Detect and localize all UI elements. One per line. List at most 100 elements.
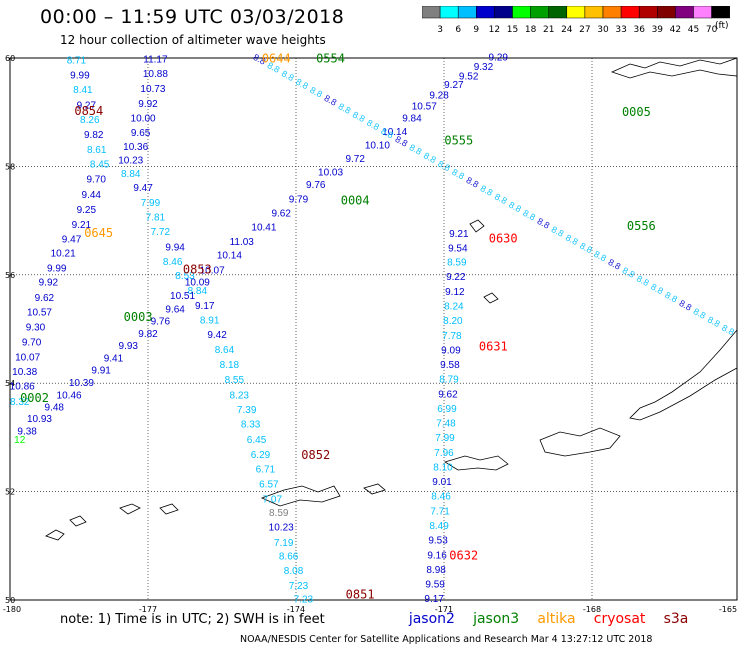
s3a-value: 8.61 bbox=[87, 145, 107, 156]
colorbar-tick: 42 bbox=[670, 25, 681, 35]
s3a-value: 9.99 bbox=[70, 71, 90, 82]
s3a-value: 8.53 bbox=[175, 271, 195, 282]
pass-time-label: 0851 bbox=[346, 587, 375, 601]
pass-time-label: 0002 bbox=[20, 391, 49, 405]
track-mark: 8.8 bbox=[564, 232, 580, 247]
s3a-value: 7.23 bbox=[294, 595, 314, 606]
jason3-value: 9.38 bbox=[17, 427, 37, 438]
s3a-value: 10.00 bbox=[131, 113, 156, 124]
jason3-value: 9.76 bbox=[306, 180, 326, 191]
cryosat-value: 7.96 bbox=[434, 448, 454, 459]
legend-row: note: 1) Time is in UTC; 2) SWH is in fe… bbox=[60, 611, 702, 627]
s3a-value: 8.84 bbox=[121, 169, 141, 180]
alaska-peninsula bbox=[629, 328, 738, 421]
jason3-value: 9.62 bbox=[271, 208, 291, 219]
s3a-value: 10.73 bbox=[140, 84, 165, 95]
s3a-value: 6.71 bbox=[256, 465, 276, 476]
s3a-value: 10.21 bbox=[51, 248, 76, 259]
colorbar-tick: 45 bbox=[688, 25, 699, 35]
cryosat-value: 9.16 bbox=[427, 550, 447, 561]
s3a-value: 8.55 bbox=[225, 375, 245, 386]
s3a-value: 7.19 bbox=[274, 538, 294, 549]
s3a-value: 10.07 bbox=[15, 352, 40, 363]
cryosat-value: 8.20 bbox=[443, 316, 463, 327]
colorbar-tick: 12 bbox=[489, 25, 500, 35]
cryosat-value: 8.49 bbox=[429, 521, 449, 532]
track-mark: 8.8 bbox=[521, 208, 537, 223]
x-tick-label: -177 bbox=[139, 605, 157, 614]
track-mark: 8.8 bbox=[294, 77, 310, 92]
jason3-value: 9.32 bbox=[474, 62, 494, 73]
track-mark: 8.8 bbox=[536, 216, 552, 231]
credit-line: NOAA/NESDIS Center for Satellite Applica… bbox=[240, 634, 653, 645]
s3a-value: 9.82 bbox=[84, 130, 104, 141]
sat-jason2: jason2 bbox=[408, 611, 455, 627]
pass-time-label: 0003 bbox=[124, 310, 153, 324]
track-mark: 8.8 bbox=[678, 298, 694, 313]
alaska-coast bbox=[610, 57, 738, 79]
y-tick-label: 56 bbox=[5, 271, 15, 280]
y-tick-label: 60 bbox=[5, 54, 15, 63]
colorbar-tick: 9 bbox=[473, 25, 479, 35]
s3a-value: 9.92 bbox=[39, 278, 59, 289]
jason3-value: 11.03 bbox=[230, 237, 255, 248]
s3a-value: 6.29 bbox=[251, 450, 271, 461]
legend-note: note: 1) Time is in UTC; 2) SWH is in fe… bbox=[60, 612, 325, 627]
jason3-value: 10.46 bbox=[57, 390, 82, 401]
cryosat-value: 9.58 bbox=[440, 360, 460, 371]
colorbar-tick: 18 bbox=[525, 25, 537, 35]
jason3-value: 9.76 bbox=[151, 317, 171, 328]
colorbar-unit: (ft) bbox=[715, 21, 729, 31]
track-mark: 8.8 bbox=[323, 93, 339, 108]
s3a-value: 8.26 bbox=[80, 115, 100, 126]
s3a-value: 7.39 bbox=[237, 405, 257, 416]
jason3-value: 10.09 bbox=[185, 278, 210, 289]
colorbar-tick: 24 bbox=[561, 25, 573, 35]
cryosat-value: 6.99 bbox=[437, 404, 457, 415]
island-mid bbox=[363, 483, 386, 495]
cryosat-value: 8.59 bbox=[447, 258, 467, 269]
pass-time-label: 0005 bbox=[622, 105, 651, 119]
s3a-value: 8.64 bbox=[215, 345, 235, 356]
track-mark: 8.8 bbox=[550, 224, 566, 239]
pass-time-label: 0853 bbox=[183, 263, 212, 277]
track-mark: 8.8 bbox=[692, 306, 708, 321]
s3a-value: 7.72 bbox=[151, 227, 171, 238]
jason3-value: 9.84 bbox=[402, 113, 422, 124]
s3a-value: 7.81 bbox=[146, 213, 166, 224]
s3a-value: 9.70 bbox=[86, 175, 106, 186]
track-mark: 8.8 bbox=[507, 200, 523, 215]
track-mark: 8.8 bbox=[706, 314, 722, 329]
jason3-value: 9.48 bbox=[45, 402, 65, 413]
pass-time-label: 0004 bbox=[341, 193, 370, 207]
s3a-value: 7.99 bbox=[141, 198, 161, 209]
jason3-value: 9.27 bbox=[444, 80, 464, 91]
y-tick-label: 50 bbox=[5, 596, 15, 605]
s3a-value: 9.27 bbox=[77, 100, 97, 111]
jason3-value: 9.91 bbox=[91, 365, 111, 376]
s3a-value: 9.44 bbox=[82, 190, 102, 201]
colorbar-tick: 36 bbox=[633, 25, 645, 35]
colorbar-tick: 15 bbox=[507, 25, 518, 35]
s3a-value: 9.62 bbox=[35, 293, 55, 304]
colorbar-tick: 21 bbox=[543, 25, 554, 35]
cryosat-value: 9.59 bbox=[425, 580, 445, 591]
s3a-value: 10.38 bbox=[12, 367, 37, 378]
pass-time-label: 0632 bbox=[449, 548, 478, 562]
pass-time-label: 0554 bbox=[316, 51, 345, 65]
jason3-value: 10.07 bbox=[200, 266, 225, 277]
pass-time-label: 0555 bbox=[444, 134, 473, 148]
pass-time-label: 0852 bbox=[301, 448, 330, 462]
s3a-value: 8.91 bbox=[200, 316, 220, 327]
sat-altika: altika bbox=[537, 611, 576, 627]
s3a-value: 8.08 bbox=[284, 566, 304, 577]
x-tick-label: -174 bbox=[287, 605, 305, 614]
s3a-value: 10.36 bbox=[123, 142, 148, 153]
track-mark: 8.8 bbox=[578, 241, 594, 256]
jason3-value: 10.57 bbox=[412, 101, 437, 112]
s3a-value: 8.33 bbox=[241, 420, 261, 431]
s3a-value: 9.94 bbox=[165, 242, 185, 253]
x-tick-label: -180 bbox=[3, 605, 21, 614]
track-mark: 8.8 bbox=[450, 167, 466, 182]
